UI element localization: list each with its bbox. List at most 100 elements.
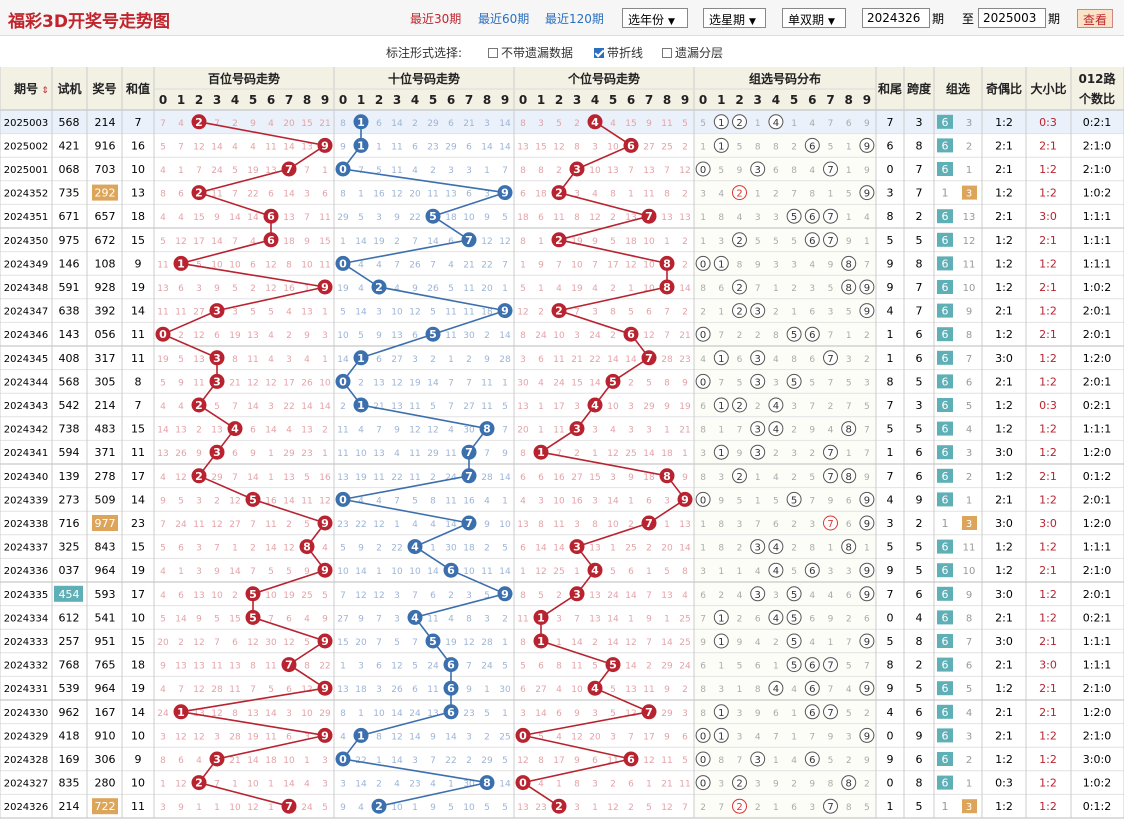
omission-cell: 8 (574, 213, 580, 223)
omission-cell: 22 (481, 260, 492, 270)
winning-digit-ball (245, 586, 261, 602)
group-digit: 2 (736, 236, 742, 247)
omission-cell: 4 (286, 426, 292, 436)
zone-units-header: 个位号码走势 (567, 71, 640, 86)
winning-digit-label: 7 (465, 470, 473, 483)
year-select[interactable]: 选年份 ▼ (622, 8, 688, 28)
winning-digit-label: 4 (411, 611, 419, 624)
omission-cell: 4 (376, 260, 382, 270)
issue-cell: 2024343 (4, 401, 49, 412)
omission-cell: 5 (664, 567, 670, 577)
group-digit: 1 (718, 731, 724, 742)
omission-cell: 5 (340, 308, 346, 318)
recent-120-link[interactable]: 最近120期 (545, 12, 604, 26)
omission-cell: 16 (283, 284, 295, 294)
big-small-cell: 1:2 (1039, 777, 1057, 790)
odd-even-cell: 1:2 (995, 399, 1013, 412)
group-omission: 3 (718, 780, 724, 790)
polyline-option[interactable]: 带折线 (594, 44, 643, 61)
group-digit-marker (713, 114, 729, 130)
group-omission: 9 (809, 780, 815, 790)
winning-digit-label: 7 (645, 352, 653, 365)
group-digit: 7 (827, 448, 833, 459)
omission-cell: 14 (211, 237, 223, 247)
to-issue-input[interactable]: 2025003 (978, 8, 1046, 28)
omission-cell: 6 (520, 544, 526, 554)
omission-cell: 6 (250, 260, 256, 270)
omission-cell: 3 (322, 331, 328, 341)
missing-layer-option[interactable]: 遗漏分层 (662, 44, 723, 61)
odd-even-select[interactable]: 单双期 ▼ (782, 8, 846, 28)
omission-cell: 6 (286, 614, 292, 624)
omission-cell: 5 (538, 732, 544, 742)
group6-cell: 6 (942, 257, 949, 270)
sum-cell: 10 (131, 777, 145, 790)
no-missing-option[interactable]: 不带遗漏数据 (488, 44, 573, 61)
group-omission: 3 (809, 520, 815, 530)
omission-cell: 3 (160, 803, 166, 813)
prize-cell: 214 (95, 116, 116, 129)
recent-60-link[interactable]: 最近60期 (478, 12, 530, 26)
group-omission: 6 (773, 166, 779, 176)
prize-cell: 910 (95, 729, 116, 742)
group-digit: 0 (700, 259, 706, 270)
omission-cell: 6 (178, 544, 184, 554)
omission-cell: 1 (232, 780, 238, 790)
omission-cell: 10 (301, 260, 313, 270)
group-digit: 4 (773, 684, 779, 695)
omission-cell: 12 (625, 638, 636, 648)
group-omission: 8 (700, 284, 706, 294)
omission-cell: 3 (556, 614, 562, 624)
omission-cell: 1 (268, 803, 274, 813)
span-cell: 2 (916, 210, 923, 223)
checkbox-checked-icon[interactable] (594, 48, 604, 58)
winning-digit-ball (371, 279, 387, 295)
winning-digit-ball (605, 373, 621, 389)
omission-cell: 5 (358, 331, 364, 341)
omission-cell: 4 (358, 284, 364, 294)
checkbox-icon[interactable] (488, 48, 498, 58)
big-small-cell: 1:2 (1039, 257, 1057, 270)
omission-cell: 4 (322, 544, 328, 554)
omission-cell: 5 (610, 685, 616, 695)
omission-cell: 13 (157, 284, 168, 294)
span-cell: 6 (916, 446, 923, 459)
omission-cell: 5 (610, 709, 616, 719)
group-omission: 5 (737, 662, 743, 672)
weekday-select[interactable]: 选星期 ▼ (703, 8, 766, 28)
group-omission: 4 (791, 685, 797, 695)
omission-cell: 7 (250, 567, 256, 577)
omission-cell: 4 (358, 803, 364, 813)
checkbox-icon[interactable] (662, 48, 672, 58)
query-button[interactable]: 查看 (1077, 9, 1114, 28)
omission-cell: 13 (283, 473, 294, 483)
chevron-down-icon: ▼ (828, 17, 835, 27)
omission-cell: 7 (646, 591, 652, 601)
recent-30-link[interactable]: 最近30期 (410, 12, 462, 26)
omission-cell: 1 (268, 473, 274, 483)
omission-cell: 4 (556, 685, 562, 695)
winning-digit-label: 5 (609, 375, 617, 388)
omission-cell: 11 (445, 449, 456, 459)
omission-cell: 9 (484, 213, 490, 223)
omission-cell: 4 (358, 496, 364, 506)
omission-cell: 7 (502, 426, 508, 436)
group-digit-marker (695, 775, 711, 791)
group-digit-marker (804, 751, 820, 767)
omission-cell: 13 (301, 308, 312, 318)
group-omission: 2 (737, 614, 743, 624)
winning-digit-label: 7 (285, 659, 293, 672)
group-omission: 9 (828, 614, 834, 624)
winning-digit-ball (659, 468, 675, 484)
winning-digit-label: 6 (627, 753, 635, 766)
omission-cell: 9 (340, 803, 346, 813)
zone-hundreds-header: 百位号码走势 (208, 71, 280, 86)
from-issue-input[interactable]: 2024326 (862, 8, 930, 28)
omission-cell: 8 (286, 260, 292, 270)
group-digit: 7 (827, 236, 833, 247)
group-digit: 1 (718, 708, 724, 719)
span-cell: 5 (916, 564, 923, 577)
group-omission: 6 (846, 119, 852, 129)
omission-cell: 4 (160, 473, 166, 483)
omission-cell: 4 (160, 567, 166, 577)
